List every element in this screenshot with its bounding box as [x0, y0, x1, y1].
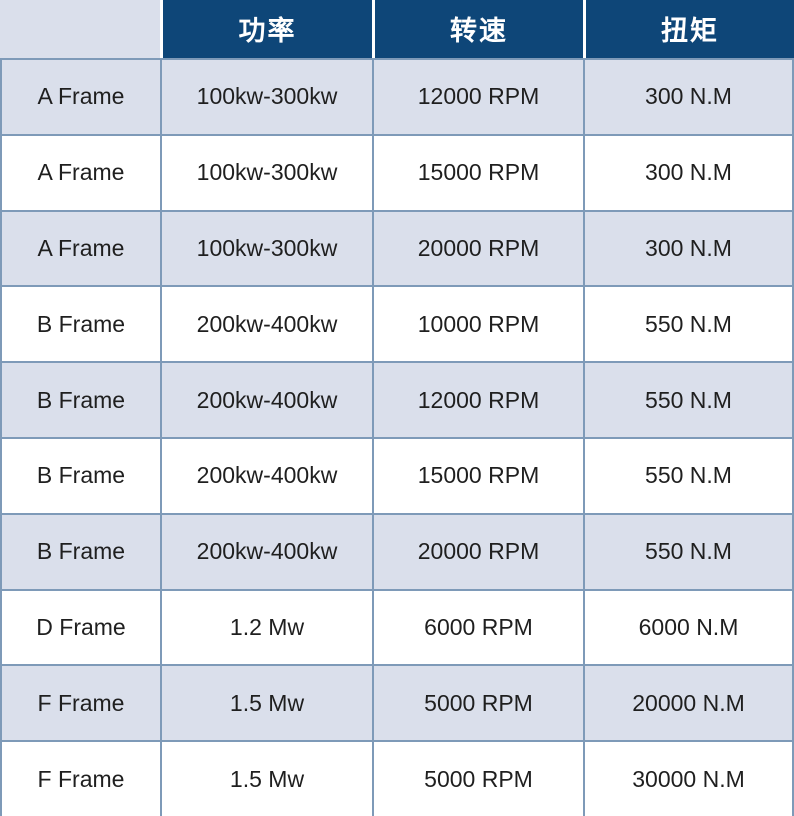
table-row: A Frame 100kw-300kw 12000 RPM 300 N.M [0, 58, 794, 134]
speed-cell: 20000 RPM [372, 514, 583, 589]
torque-cell: 550 N.M [583, 514, 794, 589]
power-cell: 200kw-400kw [160, 438, 372, 513]
speed-cell: 5000 RPM [372, 742, 583, 816]
table-row: B Frame 200kw-400kw 10000 RPM 550 N.M [0, 285, 794, 362]
frame-cell: B Frame [0, 438, 160, 513]
frame-cell: A Frame [0, 60, 160, 134]
table-row: F Frame 1.5 Mw 5000 RPM 20000 N.M [0, 664, 794, 741]
power-cell: 1.5 Mw [160, 666, 372, 741]
power-cell: 200kw-400kw [160, 514, 372, 589]
speed-cell: 20000 RPM [372, 211, 583, 286]
speed-cell: 15000 RPM [372, 438, 583, 513]
header-torque: 扭矩 [583, 0, 794, 58]
header-power: 功率 [160, 0, 372, 58]
power-cell: 200kw-400kw [160, 363, 372, 437]
table-body: A Frame 100kw-300kw 12000 RPM 300 N.M A … [0, 58, 794, 816]
torque-cell: 20000 N.M [583, 666, 794, 741]
table-row: B Frame 200kw-400kw 20000 RPM 550 N.M [0, 512, 794, 589]
frame-cell: B Frame [0, 287, 160, 362]
torque-cell: 30000 N.M [583, 742, 794, 816]
table-row: F Frame 1.5 Mw 5000 RPM 30000 N.M [0, 740, 794, 816]
frame-cell: A Frame [0, 135, 160, 210]
power-cell: 1.5 Mw [160, 742, 372, 816]
table-row: D Frame 1.2 Mw 6000 RPM 6000 N.M [0, 588, 794, 665]
table-row: A Frame 100kw-300kw 15000 RPM 300 N.M [0, 133, 794, 210]
frame-cell: A Frame [0, 211, 160, 286]
speed-cell: 12000 RPM [372, 363, 583, 437]
torque-cell: 550 N.M [583, 363, 794, 437]
header-speed: 转速 [372, 0, 583, 58]
table-row: B Frame 200kw-400kw 15000 RPM 550 N.M [0, 436, 794, 513]
power-cell: 100kw-300kw [160, 211, 372, 286]
power-cell: 100kw-300kw [160, 135, 372, 210]
table-row: A Frame 100kw-300kw 20000 RPM 300 N.M [0, 209, 794, 286]
header-corner-cell [0, 0, 160, 58]
torque-cell: 300 N.M [583, 135, 794, 210]
frame-cell: F Frame [0, 742, 160, 816]
speed-cell: 10000 RPM [372, 287, 583, 362]
frame-cell: B Frame [0, 514, 160, 589]
torque-cell: 6000 N.M [583, 590, 794, 665]
speed-cell: 15000 RPM [372, 135, 583, 210]
table-header-row: 功率 转速 扭矩 [0, 0, 794, 58]
table-row: B Frame 200kw-400kw 12000 RPM 550 N.M [0, 361, 794, 437]
frame-cell: F Frame [0, 666, 160, 741]
torque-cell: 550 N.M [583, 287, 794, 362]
speed-cell: 6000 RPM [372, 590, 583, 665]
torque-cell: 550 N.M [583, 438, 794, 513]
power-cell: 200kw-400kw [160, 287, 372, 362]
speed-cell: 12000 RPM [372, 60, 583, 134]
power-cell: 1.2 Mw [160, 590, 372, 665]
torque-cell: 300 N.M [583, 60, 794, 134]
torque-cell: 300 N.M [583, 211, 794, 286]
power-cell: 100kw-300kw [160, 60, 372, 134]
frame-cell: D Frame [0, 590, 160, 665]
speed-cell: 5000 RPM [372, 666, 583, 741]
frame-cell: B Frame [0, 363, 160, 437]
